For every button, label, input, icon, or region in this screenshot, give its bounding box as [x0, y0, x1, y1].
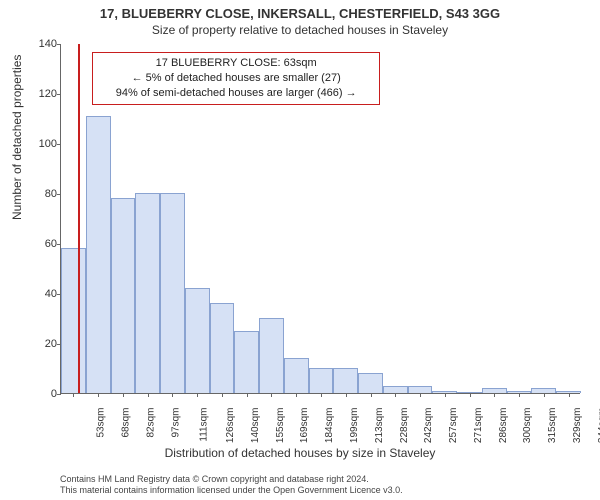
- x-tick-label: 286sqm: [498, 408, 509, 444]
- histogram-bar: [333, 368, 358, 393]
- y-tick-mark: [57, 194, 61, 195]
- y-tick-mark: [57, 44, 61, 45]
- attribution-line-2: This material contains information licen…: [60, 485, 403, 496]
- reference-line: [78, 44, 80, 393]
- histogram-bar: [61, 248, 86, 393]
- x-tick-label: 169sqm: [300, 408, 311, 444]
- y-tick-label: 0: [27, 388, 57, 400]
- x-tick-label: 228sqm: [399, 408, 410, 444]
- x-tick-mark: [346, 393, 347, 397]
- x-tick-mark: [519, 393, 520, 397]
- histogram-bar: [259, 318, 284, 393]
- y-tick-label: 100: [27, 138, 57, 150]
- chart-title: 17, BLUEBERRY CLOSE, INKERSALL, CHESTERF…: [0, 0, 600, 21]
- y-tick-label: 40: [27, 288, 57, 300]
- x-tick-label: 242sqm: [423, 408, 434, 444]
- x-tick-mark: [445, 393, 446, 397]
- x-tick-label: 126sqm: [225, 408, 236, 444]
- x-tick-label: 97sqm: [170, 408, 181, 438]
- x-tick-mark: [197, 393, 198, 397]
- y-tick-label: 120: [27, 88, 57, 100]
- x-tick-label: 53sqm: [96, 408, 107, 438]
- x-tick-mark: [123, 393, 124, 397]
- x-tick-label: 315sqm: [547, 408, 558, 444]
- y-tick-mark: [57, 244, 61, 245]
- histogram-bar: [358, 373, 383, 393]
- x-tick-label: 82sqm: [145, 408, 156, 438]
- y-tick-label: 140: [27, 38, 57, 50]
- x-tick-label: 140sqm: [250, 408, 261, 444]
- x-tick-label: 111sqm: [199, 408, 210, 442]
- x-tick-label: 68sqm: [121, 408, 132, 438]
- x-tick-mark: [470, 393, 471, 397]
- x-tick-mark: [148, 393, 149, 397]
- annotation-line: 94% of semi-detached houses are larger (…: [99, 86, 373, 101]
- plot-region: 02040608010012014053sqm68sqm82sqm97sqm11…: [60, 44, 580, 394]
- histogram-bar: [383, 386, 408, 394]
- annotation-box: 17 BLUEBERRY CLOSE: 63sqm← 5% of detache…: [92, 52, 380, 105]
- x-tick-label: 300sqm: [522, 408, 533, 444]
- histogram-bar: [210, 303, 235, 393]
- annotation-line: 17 BLUEBERRY CLOSE: 63sqm: [99, 56, 373, 71]
- x-tick-mark: [98, 393, 99, 397]
- x-tick-mark: [247, 393, 248, 397]
- y-tick-label: 60: [27, 238, 57, 250]
- annotation-line: ← 5% of detached houses are smaller (27): [99, 71, 373, 86]
- x-tick-label: 213sqm: [374, 408, 385, 444]
- x-tick-mark: [271, 393, 272, 397]
- attribution-line-1: Contains HM Land Registry data © Crown c…: [60, 474, 403, 485]
- x-tick-label: 271sqm: [473, 408, 484, 444]
- x-tick-mark: [371, 393, 372, 397]
- chart-container: 17, BLUEBERRY CLOSE, INKERSALL, CHESTERF…: [0, 0, 600, 500]
- x-tick-mark: [420, 393, 421, 397]
- x-tick-label: 329sqm: [572, 408, 583, 444]
- y-tick-label: 20: [27, 338, 57, 350]
- histogram-bar: [111, 198, 136, 393]
- x-tick-label: 199sqm: [349, 408, 360, 444]
- histogram-bar: [284, 358, 309, 393]
- histogram-bar: [185, 288, 210, 393]
- x-tick-mark: [73, 393, 74, 397]
- x-tick-mark: [172, 393, 173, 397]
- chart-subtitle: Size of property relative to detached ho…: [0, 21, 600, 37]
- chart-area: 02040608010012014053sqm68sqm82sqm97sqm11…: [60, 44, 580, 394]
- x-tick-mark: [494, 393, 495, 397]
- histogram-bar: [86, 116, 111, 394]
- x-tick-mark: [321, 393, 322, 397]
- histogram-bar: [160, 193, 185, 393]
- y-tick-mark: [57, 94, 61, 95]
- attribution: Contains HM Land Registry data © Crown c…: [60, 474, 403, 497]
- x-tick-mark: [569, 393, 570, 397]
- x-tick-label: 257sqm: [448, 408, 459, 444]
- histogram-bar: [135, 193, 160, 393]
- y-tick-label: 80: [27, 188, 57, 200]
- y-tick-mark: [57, 144, 61, 145]
- x-tick-mark: [222, 393, 223, 397]
- y-axis-label: Number of detached properties: [10, 55, 24, 220]
- x-tick-mark: [296, 393, 297, 397]
- x-axis-label: Distribution of detached houses by size …: [0, 446, 600, 460]
- histogram-bar: [408, 386, 433, 394]
- x-tick-mark: [544, 393, 545, 397]
- histogram-bar: [309, 368, 334, 393]
- histogram-bar: [234, 331, 259, 394]
- x-tick-label: 155sqm: [275, 408, 286, 444]
- y-tick-mark: [57, 394, 61, 395]
- x-tick-mark: [395, 393, 396, 397]
- x-tick-label: 184sqm: [324, 408, 335, 444]
